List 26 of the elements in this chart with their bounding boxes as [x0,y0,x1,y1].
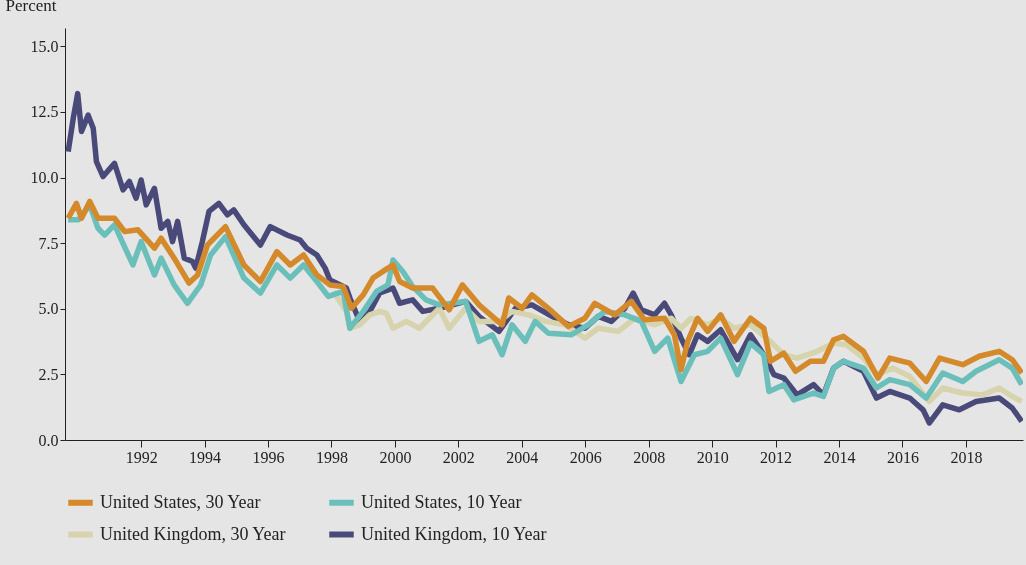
y-tick-label: 0.0 [38,431,59,449]
x-tick-label: 1994 [189,448,222,466]
legend-label: United States, 30 Year [100,491,261,512]
x-tick-label: 1996 [252,448,285,466]
x-tick-label: 2000 [379,448,412,466]
legend-label: United States, 10 Year [361,491,522,512]
y-axis-title: Percent [5,0,57,15]
x-tick-label: 2002 [442,448,475,466]
x-tick-label: 2004 [506,448,539,466]
legend-label: United Kingdom, 30 Year [100,523,286,544]
x-tick-label: 1992 [125,448,158,466]
y-tick-label: 2.5 [38,365,59,383]
x-tick-label: 2014 [823,448,856,466]
x-tick-label: 2012 [760,448,793,466]
y-tick-label: 12.5 [30,103,59,121]
x-tick-label: 2006 [569,448,602,466]
legend-label: United Kingdom, 10 Year [361,523,547,544]
y-tick-label: 15.0 [30,37,59,55]
x-tick-label: 2018 [950,448,983,466]
y-tick-label: 10.0 [30,169,59,187]
x-tick-label: 2008 [633,448,666,466]
x-tick-label: 2010 [696,448,729,466]
x-tick-label: 1998 [315,448,348,466]
y-tick-label: 5.0 [38,300,59,318]
y-tick-label: 7.5 [38,234,59,252]
x-tick-label: 2016 [886,448,919,466]
